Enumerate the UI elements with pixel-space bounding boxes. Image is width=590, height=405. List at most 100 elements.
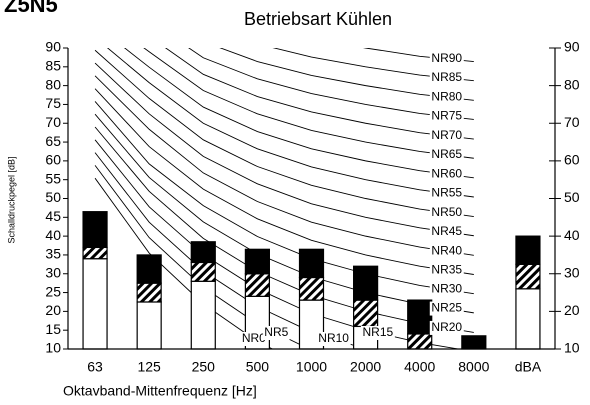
x-tick-label: 500 xyxy=(246,359,270,375)
nr-label-bg xyxy=(263,326,290,340)
nr-label: NR90 xyxy=(431,51,462,65)
nr-label-bg xyxy=(429,282,464,297)
bar-segment xyxy=(353,265,379,301)
bars xyxy=(82,211,541,350)
nr-label: NR25 xyxy=(431,301,462,315)
nr-label: NR40 xyxy=(431,243,462,257)
bar-segment xyxy=(515,288,541,350)
y-tick-label: 50 xyxy=(45,189,61,205)
nr-label-bg xyxy=(429,51,464,66)
y2-tick-label: 70 xyxy=(564,114,580,130)
nr-label: NR45 xyxy=(431,224,462,238)
x-tick-label: 2000 xyxy=(350,359,381,375)
heading: Z5N5 xyxy=(4,0,58,17)
x-tick-label: 63 xyxy=(87,359,103,375)
nr-label: NR15 xyxy=(363,325,394,339)
bar-segment xyxy=(136,301,162,350)
bar-segment xyxy=(407,333,433,350)
nr-curve xyxy=(94,88,474,275)
x-tick-label: dBA xyxy=(515,359,542,375)
y-tick-label: 65 xyxy=(45,133,61,149)
nr-label-bg xyxy=(429,90,464,105)
bar-segment xyxy=(190,261,216,282)
y2-tick-label: 20 xyxy=(564,302,580,318)
x-tick-label: 4000 xyxy=(404,359,435,375)
y-axis-label: Schalldruckpegel [dB] xyxy=(6,156,16,243)
bar-segment xyxy=(82,246,108,260)
nr-label: NR35 xyxy=(431,263,462,277)
y-tick-label: 40 xyxy=(45,227,61,243)
nr-label-bg xyxy=(429,147,464,162)
y-tick-label: 20 xyxy=(45,302,61,318)
nr-curve xyxy=(164,48,474,140)
nr-label: NR85 xyxy=(431,70,462,84)
nr-label-bg xyxy=(429,244,464,259)
nr-label: NR0 xyxy=(242,331,266,345)
bar-segment xyxy=(244,273,270,297)
bar-segment xyxy=(82,211,108,249)
y2-tick-label: 60 xyxy=(564,152,580,168)
bar-segment xyxy=(298,248,325,279)
nr-label-bg xyxy=(240,332,268,346)
nr-label-bg xyxy=(429,301,464,316)
y-tick-label: 70 xyxy=(45,114,61,130)
nr-label: NR80 xyxy=(431,89,462,103)
bar-segment xyxy=(407,299,433,335)
x-axis-label: Oktavband-Mittenfrequenz [Hz] xyxy=(63,383,257,399)
nr-label: NR70 xyxy=(431,128,462,142)
y-tick-label: 10 xyxy=(45,340,61,356)
y-tick-label: 85 xyxy=(45,58,61,74)
nr-label-bg xyxy=(429,70,464,85)
nr-label: NR65 xyxy=(431,147,462,161)
y2-tick-label: 90 xyxy=(564,39,580,55)
nr-label: NR75 xyxy=(431,109,462,123)
nr-label-bg xyxy=(360,326,395,340)
nr-label-bg xyxy=(316,332,351,346)
nr-curve xyxy=(94,152,368,349)
y-tick-label: 25 xyxy=(45,283,61,299)
bar-segment xyxy=(515,235,541,265)
bar-segment xyxy=(136,254,162,284)
bar-segment xyxy=(190,241,216,264)
nr-label: NR55 xyxy=(431,186,462,200)
y2-tick-label: 30 xyxy=(564,264,580,280)
nr-label: NR20 xyxy=(431,320,462,334)
x-tick-label: 1000 xyxy=(296,359,327,375)
y2-tick-label: 80 xyxy=(564,76,580,92)
bar-segment xyxy=(136,282,162,303)
y-tick-label: 55 xyxy=(45,170,61,186)
y-tick-label: 75 xyxy=(45,95,61,111)
nr-curve xyxy=(124,48,474,179)
nr-curve xyxy=(94,62,474,237)
nr-label-bg xyxy=(429,224,464,239)
chart-title: Betriebsart Kühlen xyxy=(244,9,392,29)
nr-label-bg xyxy=(429,205,464,220)
nr-curve xyxy=(106,48,474,198)
nr-label-bg xyxy=(429,320,464,335)
nr-label: NR5 xyxy=(264,325,288,339)
y-tick-label: 45 xyxy=(45,208,61,224)
y-tick-label: 35 xyxy=(45,246,61,262)
nr-label: NR10 xyxy=(318,331,349,345)
nr-curve xyxy=(94,101,474,295)
nr-label-bg xyxy=(429,109,464,124)
x-tick-label: 250 xyxy=(192,359,216,375)
nr-label: NR30 xyxy=(431,282,462,296)
bar-segment xyxy=(298,276,325,301)
nr-label: NR60 xyxy=(431,166,462,180)
y2-tick-label: 50 xyxy=(564,189,580,205)
x-tick-label: 8000 xyxy=(458,359,489,375)
bar-segment xyxy=(82,258,108,350)
y-tick-label: 80 xyxy=(45,76,61,92)
y-tick-label: 30 xyxy=(45,264,61,280)
bar-segment xyxy=(515,263,541,290)
bar-segment xyxy=(353,299,379,328)
bar-segment xyxy=(244,248,270,275)
nr-curve xyxy=(143,48,474,159)
nr-label-bg xyxy=(429,167,464,182)
nr-curve xyxy=(362,48,474,62)
nr-curve xyxy=(272,48,474,82)
